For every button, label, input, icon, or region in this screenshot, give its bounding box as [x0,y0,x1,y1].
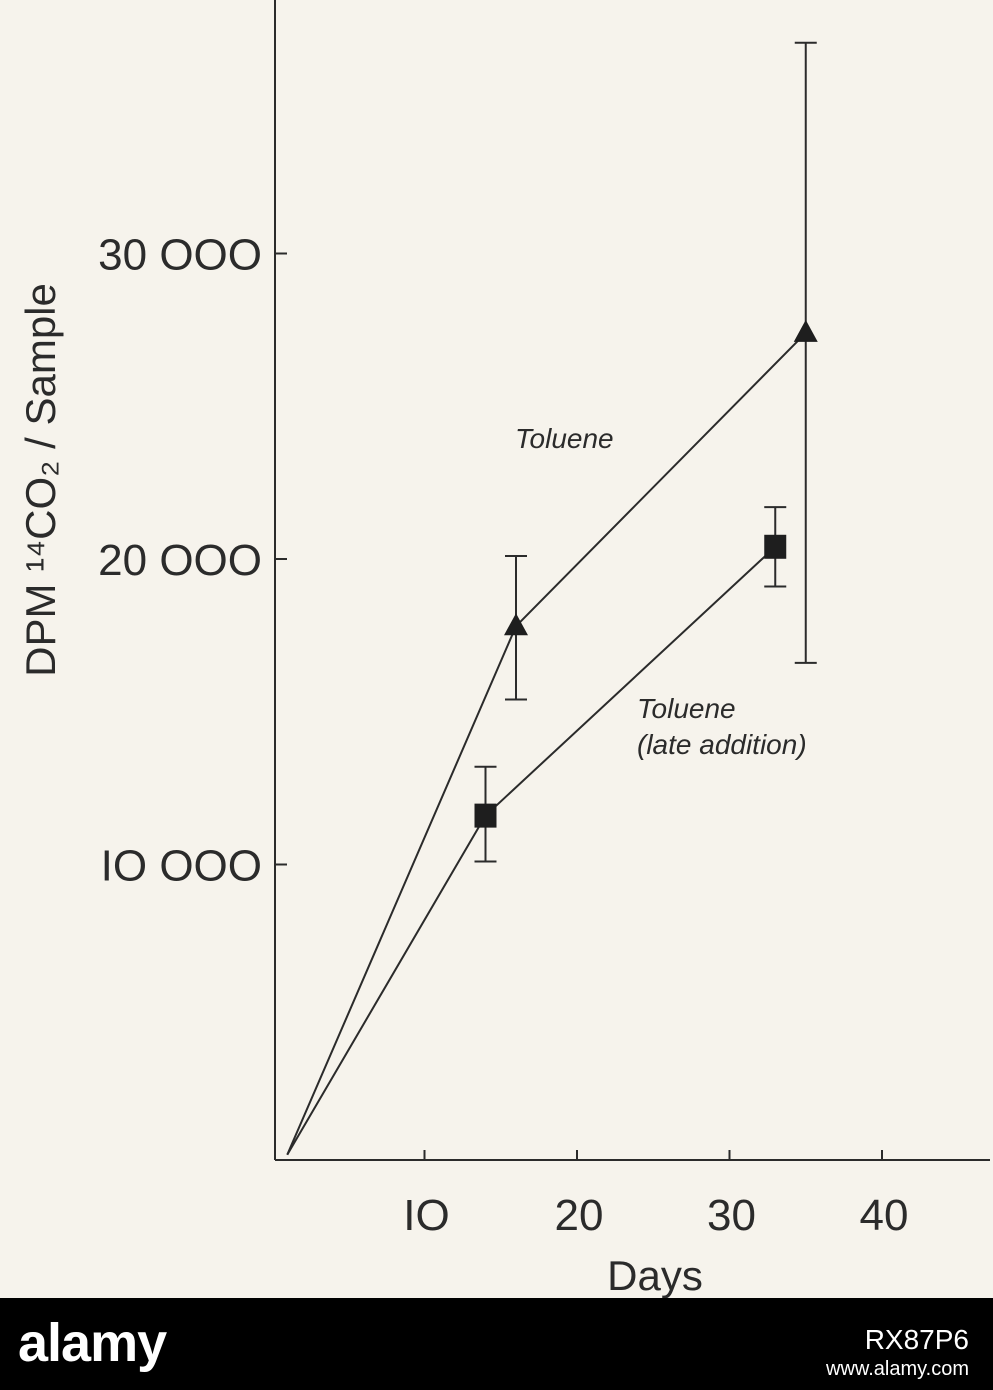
series-line [286,546,776,1156]
watermark-logo: alamy [18,1313,167,1373]
series-group [286,41,818,1156]
y-tick-label: 30 OOO [98,231,262,280]
x-tick-label: 30 [707,1191,756,1240]
axes [274,0,990,1161]
series-labels: Toluene Toluene (late addition) [515,423,807,760]
y-axis-title: DPM ¹⁴CO₂ / Sample [17,283,64,677]
data-point-square [764,534,787,559]
data-point-square [474,803,497,828]
ticks: IO 20 30 40 IO OOO 20 OOO 30 OOO [98,231,908,1241]
y-tick-label: 20 OOO [98,536,262,585]
watermark-url: www.alamy.com [826,1358,969,1380]
series-label: (late addition) [637,729,807,760]
axis-titles: Days DPM ¹⁴CO₂ / Sample [17,283,703,1298]
x-tick-label: 40 [860,1191,909,1240]
watermark-image-id: RX87P6 [864,1324,969,1355]
series-label: Toluene [637,693,736,724]
series-label: Toluene [515,423,614,454]
watermark-footer: alamy RX87P6 www.alamy.com [0,1298,993,1390]
x-tick-label: IO [403,1191,449,1240]
x-axis-title: Days [607,1252,703,1298]
data-point-triangle [504,613,528,636]
y-tick-label: IO OOO [101,842,262,891]
x-tick-label: 20 [555,1191,604,1240]
data-point-triangle [793,319,818,342]
